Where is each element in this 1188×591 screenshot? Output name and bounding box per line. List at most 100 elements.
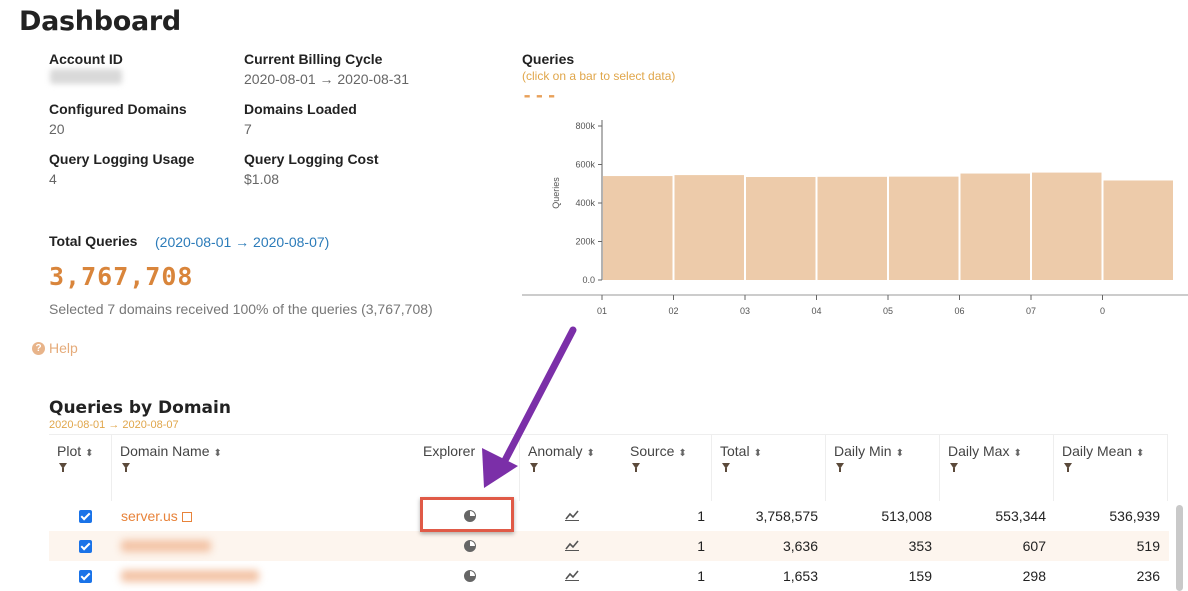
line-chart-icon[interactable] (565, 539, 579, 551)
annotation-arrow (482, 326, 577, 488)
query-logging-usage-label: Query Logging Usage (49, 151, 195, 167)
chart-selection-dash: --- (522, 86, 559, 106)
y-tick-label: 800k (575, 121, 595, 131)
x-tick-label: 0 (1100, 306, 1105, 316)
explorer-highlight-box (420, 497, 514, 532)
domain-name-redacted[interactable] (121, 570, 259, 582)
column-label: Plot (57, 443, 82, 459)
bar[interactable] (1103, 180, 1174, 280)
query-logging-cost-value: $1.08 (244, 171, 280, 187)
plot-checkbox[interactable] (79, 540, 92, 553)
pie-chart-icon[interactable] (464, 540, 476, 552)
pie-chart-icon[interactable] (464, 570, 476, 582)
queries-bar-chart[interactable]: 0.0 200k 400k 600k 800k Queries 01 02 03 04 05 06 07… (522, 110, 1188, 325)
billing-cycle-value: 2020-08-01 → 2020-08-31 (244, 71, 410, 87)
column-header-daily-min[interactable]: Daily Min ⬍ (826, 434, 940, 501)
column-header-source[interactable]: Source ⬍ (622, 434, 712, 501)
bar[interactable] (960, 173, 1031, 280)
domains-loaded-value: 7 (244, 121, 252, 137)
external-link-icon[interactable] (181, 512, 192, 522)
vertical-scrollbar[interactable] (1176, 505, 1183, 591)
x-tick-label: 02 (668, 306, 678, 316)
daily-max-cell: 553,344 (995, 508, 1046, 524)
column-header-daily-max[interactable]: Daily Max ⬍ (940, 434, 1054, 501)
line-chart-icon[interactable] (565, 509, 579, 521)
total-queries-value: 3,767,708 (49, 262, 194, 291)
total-queries-range-link[interactable]: (2020-08-01 → 2020-08-07) (155, 234, 330, 250)
column-header-plot[interactable]: Plot ⬍ (49, 434, 112, 501)
x-tick-label: 06 (954, 306, 964, 316)
source-cell: 1 (697, 508, 705, 524)
filter-icon[interactable] (950, 463, 958, 472)
domain-name[interactable]: server.us (121, 508, 178, 524)
column-header-anomaly[interactable]: Anomaly ⬍ (520, 434, 623, 501)
filter-icon[interactable] (1064, 463, 1072, 472)
y-tick-label: 600k (575, 160, 595, 170)
sort-icon[interactable]: ⬍ (213, 448, 222, 459)
x-tick-label: 01 (597, 306, 607, 316)
bar[interactable] (603, 176, 673, 280)
y-tick-label: 0.0 (582, 275, 595, 285)
help-link[interactable]: ? Help (32, 340, 78, 356)
x-tick-label: 07 (1026, 306, 1036, 316)
column-label: Daily Max (948, 443, 1010, 459)
table-row: server.us 1 3,758,575 513,008 553,344 53… (49, 501, 1169, 531)
filter-icon[interactable] (122, 463, 130, 472)
total-cell: 3,758,575 (755, 508, 818, 524)
sort-icon[interactable]: ⬍ (1136, 448, 1145, 459)
y-tick-label: 200k (575, 237, 595, 247)
source-cell: 1 (697, 538, 705, 554)
sort-icon[interactable]: ⬍ (678, 448, 687, 459)
sort-icon[interactable]: ⬍ (895, 448, 904, 459)
column-label: Anomaly (528, 443, 583, 459)
filter-icon[interactable] (836, 463, 844, 472)
daily-min-cell: 513,008 (881, 508, 932, 524)
column-header-total[interactable]: Total ⬍ (712, 434, 826, 501)
x-tick-label: 03 (740, 306, 750, 316)
sort-icon[interactable]: ⬍ (1013, 448, 1022, 459)
question-icon: ? (32, 341, 45, 355)
sort-icon[interactable]: ⬍ (85, 448, 94, 459)
section-title: Queries by Domain (49, 398, 231, 418)
domain-link[interactable]: server.us (121, 501, 192, 531)
chart-subtitle: (click on a bar to select data) (522, 69, 676, 83)
bar[interactable] (674, 175, 745, 280)
filter-icon[interactable] (530, 463, 538, 472)
bar[interactable] (889, 176, 959, 280)
page-title: Dashboard (19, 6, 181, 37)
sort-icon[interactable]: ⬍ (753, 448, 762, 459)
daily-max-cell: 298 (1022, 568, 1046, 584)
query-logging-usage-value: 4 (49, 171, 57, 187)
bar[interactable] (1032, 172, 1102, 280)
total-queries-label: Total Queries (49, 233, 138, 249)
account-id-label: Account ID (49, 51, 123, 67)
column-header-daily-mean[interactable]: Daily Mean ⬍ (1054, 434, 1168, 501)
column-label: Source (630, 443, 675, 459)
domain-name-redacted[interactable] (121, 540, 211, 552)
daily-mean-cell: 536,939 (1109, 508, 1160, 524)
billing-cycle-label: Current Billing Cycle (244, 51, 383, 67)
account-id-value-redacted (50, 69, 122, 84)
column-label: Explorer (423, 443, 476, 459)
filter-icon[interactable] (632, 463, 640, 472)
column-label: Daily Min (834, 443, 892, 459)
y-tick-label: 400k (575, 198, 595, 208)
column-label: Daily Mean (1062, 443, 1133, 459)
line-chart-icon[interactable] (565, 569, 579, 581)
plot-checkbox[interactable] (79, 510, 92, 523)
filter-icon[interactable] (59, 463, 67, 472)
daily-mean-cell: 519 (1136, 538, 1160, 554)
filter-icon[interactable] (722, 463, 730, 472)
plot-checkbox[interactable] (79, 570, 92, 583)
x-tick-label: 05 (883, 306, 893, 316)
chart-title: Queries (522, 51, 575, 67)
bar[interactable] (746, 177, 816, 280)
column-header-domain-name[interactable]: Domain Name ⬍ (112, 434, 420, 501)
pie-chart-icon[interactable] (464, 510, 476, 522)
bar[interactable] (817, 176, 888, 280)
configured-domains-label: Configured Domains (49, 101, 187, 117)
sort-icon[interactable]: ⬍ (586, 448, 595, 459)
daily-min-cell: 353 (908, 538, 932, 554)
help-label: Help (49, 340, 78, 356)
section-date-range: 2020-08-01 → 2020-08-07 (49, 419, 179, 431)
